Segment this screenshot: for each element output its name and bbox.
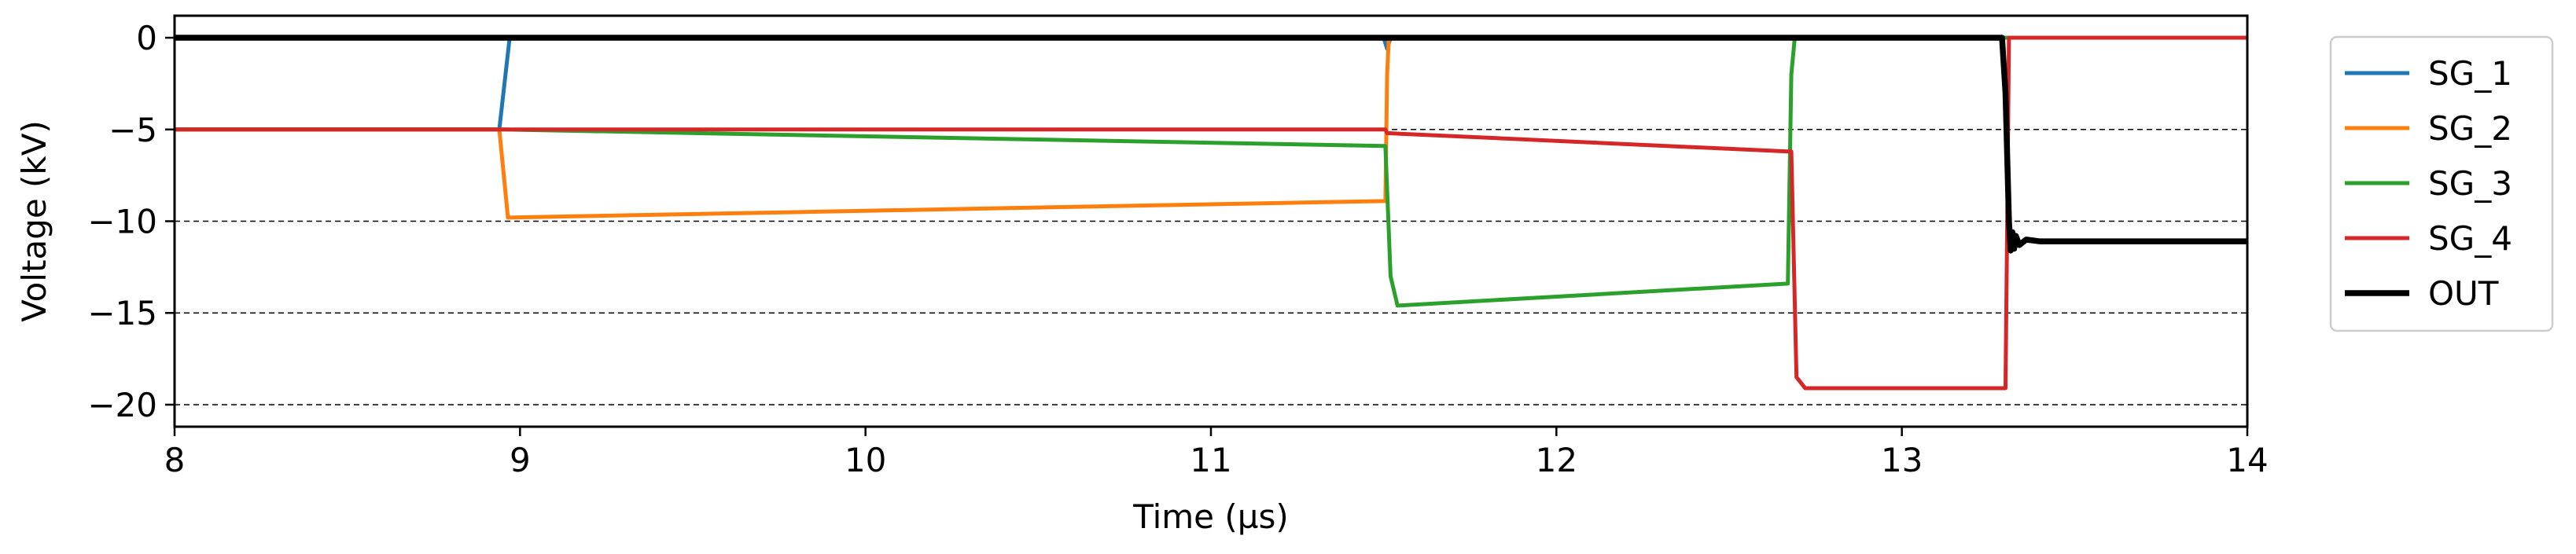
x-tick-label: 11 (1190, 441, 1231, 479)
series-line-sg-4 (175, 35, 2247, 391)
series-line-sg-1 (175, 35, 2247, 132)
series-lines (175, 35, 2247, 391)
y-axis-label: Voltage (kV) (15, 120, 53, 322)
x-tick-label: 14 (2226, 441, 2268, 479)
legend-label: SG_4 (2428, 219, 2512, 258)
y-axis-ticks: 0 −5 −10 −15 −20 (87, 19, 175, 424)
legend-box (2329, 35, 2554, 332)
x-tick-label: 9 (510, 441, 531, 479)
legend: SG_1 SG_2 SG_3 SG_4 OUT (2329, 35, 2554, 332)
x-tick-label: 12 (1536, 441, 1577, 479)
series-line-out (175, 35, 2247, 254)
y-tick-label: −20 (87, 386, 157, 424)
x-axis-ticks: 8 9 10 11 12 13 14 (164, 427, 2269, 479)
x-tick-label: 10 (845, 441, 886, 479)
x-tick-label: 8 (164, 441, 186, 479)
series-line-sg-3 (175, 35, 2247, 308)
legend-label: SG_3 (2428, 164, 2512, 203)
y-tick-label: −15 (87, 294, 157, 332)
y-tick-label: 0 (136, 19, 157, 57)
y-tick-label: −5 (109, 111, 157, 149)
x-tick-label: 13 (1881, 441, 1923, 479)
plot-frame (173, 14, 2249, 428)
legend-label: SG_2 (2428, 109, 2512, 148)
legend-label: OUT (2428, 274, 2499, 313)
grid-lines (175, 129, 2247, 405)
y-tick-label: −10 (87, 203, 157, 241)
series-line-sg-2 (175, 35, 2247, 220)
legend-label: SG_1 (2428, 54, 2512, 93)
x-axis-label: Time (µs) (1132, 497, 1289, 536)
